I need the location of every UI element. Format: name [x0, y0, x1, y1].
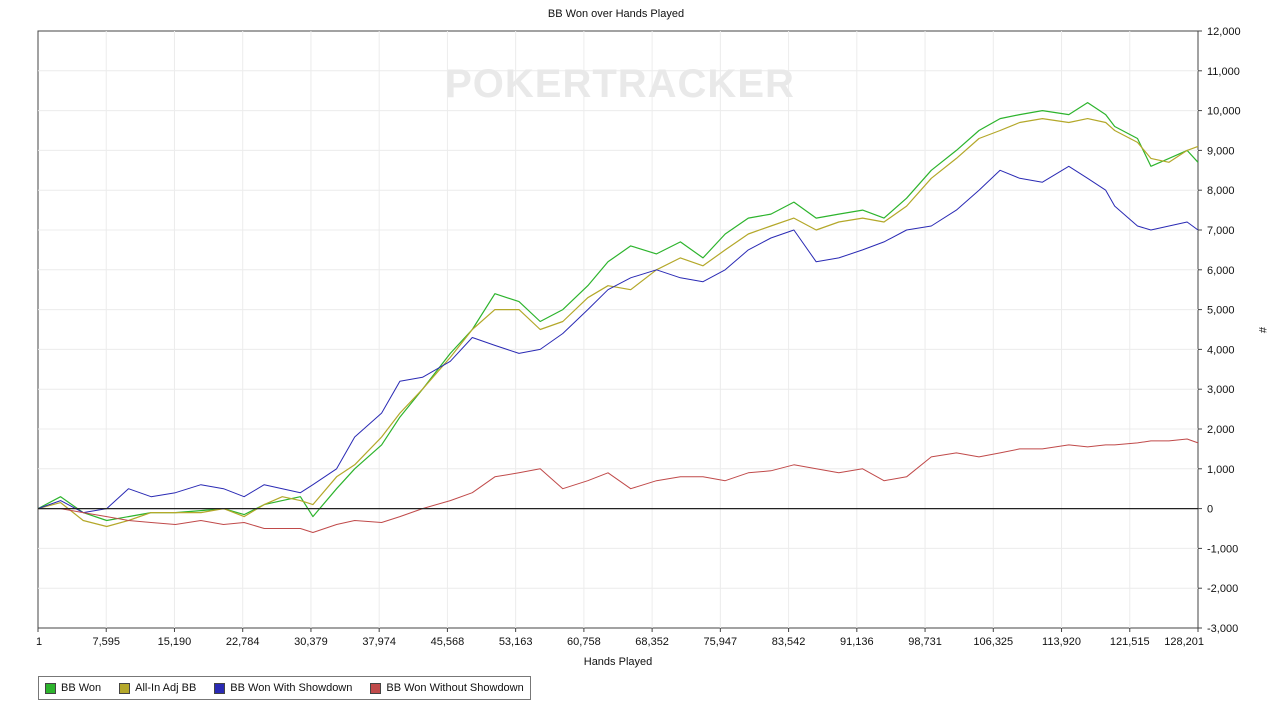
x-axis-label: Hands Played — [584, 656, 653, 668]
series-line-all-in-adj-bb — [37, 117, 1199, 528]
x-tick-label: 7,595 — [92, 636, 120, 648]
x-tick-label: 106,325 — [973, 636, 1013, 648]
x-tick-label: 91,136 — [840, 636, 874, 648]
legend-swatch — [214, 682, 226, 694]
series-line-bb-won-without-showdown — [38, 438, 1199, 533]
x-tick-label: 1 — [36, 636, 42, 648]
legend-item-all-in-adj-bb[interactable]: All-In Adj BB — [119, 682, 196, 694]
watermark: POKERTRACKER — [445, 62, 795, 106]
legend-swatch — [370, 682, 382, 694]
x-tick-label: 128,201 — [1164, 636, 1204, 648]
legend-swatch — [45, 682, 56, 694]
x-tick-label: 68,352 — [635, 636, 669, 648]
legend-label: BB Won With Showdown — [230, 682, 353, 694]
legend-label: All-In Adj BB — [135, 682, 197, 694]
series-line-bb-won-with-showdown — [37, 165, 1199, 514]
legend-swatch — [119, 682, 131, 694]
legend-label: BB Won — [61, 682, 102, 694]
x-tick-label: 45,568 — [431, 636, 465, 648]
x-tick-label: 60,758 — [567, 636, 601, 648]
series-line-bb-won — [37, 101, 1199, 522]
y-tick-label: 0 — [1207, 504, 1213, 516]
x-tick-label: 83,542 — [772, 636, 806, 648]
x-tick-label: 30,379 — [294, 636, 328, 648]
y-axis-label: # — [1256, 327, 1268, 334]
y-tick-label: -2,000 — [1207, 583, 1238, 595]
x-tick-label: 75,947 — [704, 636, 738, 648]
x-tick-label: 98,731 — [908, 636, 942, 648]
x-tick-label: 15,190 — [158, 636, 192, 648]
y-tick-label: 4,000 — [1207, 344, 1235, 356]
x-tick-label: 22,784 — [226, 636, 260, 648]
y-tick-label: 11,000 — [1207, 66, 1240, 78]
y-tick-label: 12,000 — [1207, 26, 1241, 38]
x-tick-label: 37,974 — [362, 636, 396, 648]
series-layer — [37, 101, 1199, 533]
x-tick-label: 113,920 — [1042, 636, 1081, 648]
y-tick-label: 5,000 — [1207, 305, 1235, 317]
y-tick-label: 9,000 — [1207, 145, 1235, 157]
legend: BB Won All-In Adj BB BB Won With Showdow… — [38, 676, 531, 700]
y-tick-label: 3,000 — [1207, 384, 1235, 396]
legend-item-bb-won[interactable]: BB Won — [45, 682, 101, 694]
x-axis: 1 7,595 15,190 22,784 30,379 37,974 45,568 53,1… — [36, 628, 1204, 648]
y-tick-label: -1,000 — [1207, 543, 1238, 555]
y-tick-label: 6,000 — [1207, 265, 1235, 277]
legend-item-bb-won-with-showdown[interactable]: BB Won With Showdown — [214, 682, 352, 694]
legend-label: BB Won Without Showdown — [386, 682, 524, 694]
y-tick-label: 10,000 — [1207, 106, 1241, 118]
x-tick-label: 121,515 — [1110, 636, 1150, 648]
y-tick-label: 8,000 — [1207, 185, 1235, 197]
legend-item-bb-won-without-showdown[interactable]: BB Won Without Showdown — [370, 682, 524, 694]
y-tick-label: 2,000 — [1207, 424, 1235, 436]
x-tick-label: 53,163 — [499, 636, 533, 648]
y-tick-label: 7,000 — [1207, 225, 1235, 237]
y-tick-label: -3,000 — [1207, 623, 1238, 635]
y-axis: 12,000 11,000 10,000 9,000 8,000 7,000 6,000 5,… — [1198, 26, 1241, 635]
chart-title: BB Won over Hands Played — [548, 8, 684, 20]
y-tick-label: 1,000 — [1207, 464, 1235, 476]
plot-area — [37, 30, 1199, 629]
